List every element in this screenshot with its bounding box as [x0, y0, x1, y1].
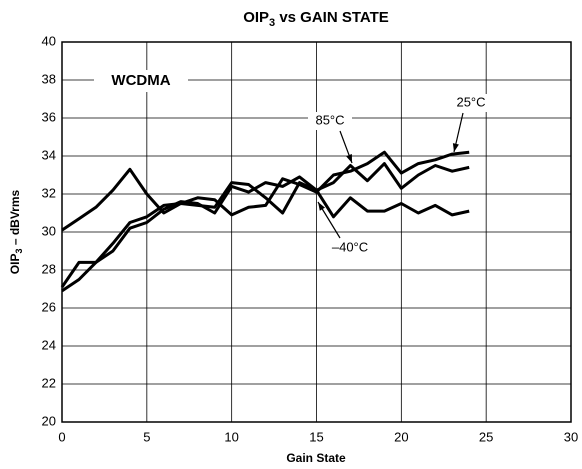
y-tick-label: 30: [42, 223, 56, 238]
y-tick-label: 22: [42, 375, 56, 390]
x-tick-label: 15: [309, 429, 323, 444]
series-label: –40°C: [332, 239, 368, 254]
label-box: [449, 94, 493, 112]
title-part: vs GAIN STATE: [275, 9, 389, 26]
series-label: 85°C: [315, 112, 344, 127]
ylabel-part: OIP: [8, 254, 22, 275]
y-tick-label: 40: [42, 33, 56, 48]
title-subscript: 3: [269, 17, 275, 29]
ylabel-subscript: 3: [14, 249, 24, 254]
plot-frame: [61, 41, 572, 423]
x-tick-label: 30: [564, 429, 578, 444]
y-tick-label: 34: [42, 147, 56, 162]
x-tick-label: 5: [143, 429, 150, 444]
y-tick-label: 28: [42, 261, 56, 276]
annotation: WCDMA: [111, 72, 170, 89]
series-line: [60, 162, 470, 288]
x-axis-label: Gain State: [286, 451, 346, 465]
label-box: [308, 112, 352, 130]
series-line: [61, 150, 470, 293]
arrow-head: [318, 202, 325, 211]
annotation-box: [94, 70, 188, 92]
arrow-head: [346, 154, 352, 163]
label-box: [328, 239, 372, 257]
x-tick-label: 10: [224, 429, 238, 444]
ylabel-part: – dBVrms: [8, 189, 22, 248]
x-tick-label: 0: [58, 429, 65, 444]
y-tick-label: 26: [42, 299, 56, 314]
x-tick-label: 20: [394, 429, 408, 444]
y-tick-label: 32: [42, 185, 56, 200]
y-tick-label: 24: [42, 337, 56, 352]
y-axis-label: OIP3 – dBVrms: [8, 189, 24, 274]
series-label: 25°C: [456, 94, 485, 109]
arrow-head: [452, 143, 459, 152]
y-tick-label: 36: [42, 109, 56, 124]
chart-title: OIP3 vs GAIN STATE: [243, 9, 389, 29]
series-line: [61, 167, 470, 232]
y-tick-label: 38: [42, 71, 56, 86]
y-tick-label: 20: [42, 413, 56, 428]
x-tick-label: 25: [479, 429, 493, 444]
title-part: OIP: [243, 9, 269, 26]
